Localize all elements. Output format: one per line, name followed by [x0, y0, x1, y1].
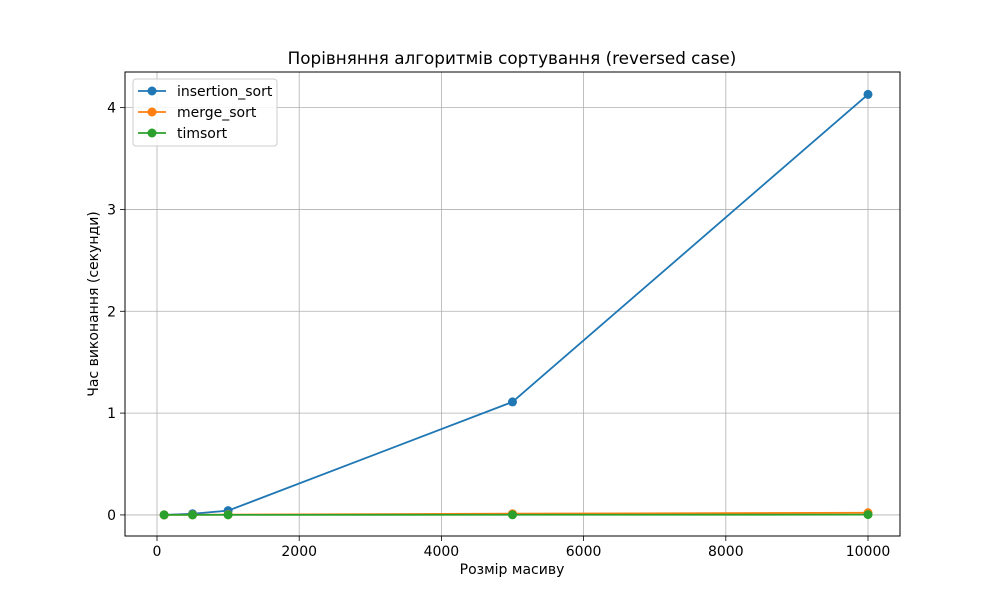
- legend-label: insertion_sort: [177, 84, 273, 100]
- data-point: [508, 397, 517, 406]
- x-tick-label: 4000: [424, 544, 460, 560]
- y-tick-label: 3: [107, 202, 116, 218]
- x-axis-label: Розмір масиву: [460, 562, 565, 578]
- legend-marker: [148, 87, 157, 96]
- x-tick-label: 2000: [281, 544, 317, 560]
- legend-label: timsort: [177, 126, 228, 142]
- legend-marker: [148, 108, 157, 117]
- y-tick-label: 0: [107, 508, 116, 524]
- data-point: [224, 510, 233, 519]
- data-point: [160, 510, 169, 519]
- data-point: [864, 90, 873, 99]
- y-axis-label: Час виконання (секунди): [86, 211, 102, 397]
- data-point: [508, 510, 517, 519]
- y-tick-label: 1: [107, 406, 116, 422]
- x-tick-label: 6000: [566, 544, 602, 560]
- y-tick-label: 2: [107, 304, 116, 320]
- data-point: [188, 510, 197, 519]
- x-tick-label: 0: [153, 544, 162, 560]
- data-point: [864, 510, 873, 519]
- chart-title: Порівняння алгоритмів сортування (revers…: [288, 48, 737, 68]
- x-tick-label: 8000: [708, 544, 744, 560]
- legend-marker: [148, 129, 157, 138]
- y-tick-label: 4: [107, 101, 116, 117]
- legend-label: merge_sort: [177, 105, 257, 121]
- x-tick-label: 10000: [846, 544, 891, 560]
